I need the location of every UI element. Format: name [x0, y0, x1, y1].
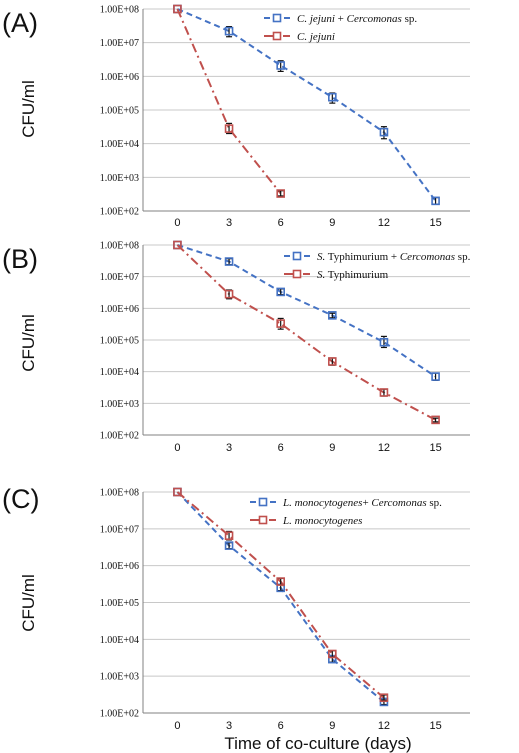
data-point-a-1-0	[173, 4, 182, 14]
panel-label-a: (A)	[2, 8, 38, 38]
y-tick-label-c-6: 1.00E+08	[100, 488, 139, 499]
data-point-a-0-1	[224, 26, 234, 36]
data-point-a-1-1	[224, 124, 234, 133]
x-tick-label-b-4: 12	[378, 442, 390, 454]
data-point-c-0-1	[224, 541, 234, 550]
chart-panel-a: 1.00E+02 1.00E+03 1.00E+04 1.00E+05 1.00E+06…	[100, 4, 470, 229]
legend-label-a-1: C. jejuni	[297, 31, 335, 43]
panel-label-c: (C)	[2, 484, 39, 514]
y-tick-label-c-0: 1.00E+02	[100, 709, 139, 720]
x-tick-label-a-1: 3	[226, 217, 232, 229]
x-tick-label-b-0: 0	[174, 442, 180, 454]
data-point-b-1-2	[276, 319, 285, 328]
y-tick-label-b-3: 1.00E+05	[100, 336, 139, 347]
x-tick-label-a-3: 9	[329, 217, 335, 229]
panel-label-b: (B)	[2, 244, 38, 274]
legend-label-b-0: S. Typhimurium + Cercomonas sp.	[317, 251, 471, 263]
y-tick-label-a-1: 1.00E+03	[100, 173, 139, 184]
y-tick-label-a-4: 1.00E+06	[100, 72, 139, 83]
data-point-b-1-4	[379, 388, 389, 397]
data-point-c-1-0	[173, 487, 182, 497]
data-point-c-1-2	[276, 577, 285, 586]
x-tick-label-a-5: 15	[429, 217, 441, 229]
data-point-c-1-4	[379, 693, 389, 703]
data-point-b-0-3	[328, 311, 337, 320]
legend-marker-b-1	[292, 269, 302, 279]
y-tick-label-c-5: 1.00E+07	[100, 524, 139, 535]
x-tick-label-b-3: 9	[329, 442, 335, 454]
legend-label-b-1: S. Typhimurium	[317, 269, 389, 281]
data-point-a-0-2	[276, 61, 285, 70]
x-tick-label-a-4: 12	[378, 217, 390, 229]
x-tick-label-c-2: 6	[278, 720, 284, 732]
x-tick-label-c-5: 15	[429, 720, 441, 732]
y-tick-label-b-6: 1.00E+08	[100, 241, 139, 252]
x-tick-label-a-0: 0	[174, 217, 180, 229]
legend-label-c-1: L. monocytogenes	[282, 515, 362, 527]
series-line-a-1	[176, 8, 282, 195]
series-line-a-0	[177, 8, 437, 202]
data-point-b-0-2	[276, 287, 285, 297]
y-tick-label-a-5: 1.00E+07	[100, 38, 139, 49]
data-point-b-1-3	[328, 357, 337, 366]
chart-panel-b: 1.00E+02 1.00E+03 1.00E+04 1.00E+05 1.00E+06…	[100, 241, 471, 455]
y-tick-label-b-0: 1.00E+02	[100, 431, 139, 442]
series-line-b-0	[177, 244, 437, 378]
y-tick-label-a-3: 1.00E+05	[100, 106, 139, 117]
y-tick-label-a-6: 1.00E+08	[100, 5, 139, 16]
x-tick-label-b-2: 6	[278, 442, 284, 454]
y-tick-label-c-4: 1.00E+06	[100, 561, 139, 572]
y-tick-label-b-5: 1.00E+07	[100, 272, 139, 283]
data-point-b-0-1	[224, 257, 234, 266]
x-tick-label-c-4: 12	[378, 720, 390, 732]
x-tick-label-c-3: 9	[329, 720, 335, 732]
legend-marker-a-0	[272, 13, 282, 23]
y-tick-label-a-0: 1.00E+02	[100, 207, 139, 218]
x-tick-label-a-2: 6	[278, 217, 284, 229]
y-tick-label-a-2: 1.00E+04	[100, 139, 139, 150]
legend-marker-a-1	[272, 31, 282, 41]
data-point-b-0-5	[431, 372, 440, 381]
legend-marker-c-1	[258, 515, 268, 525]
data-point-b-1-1	[224, 289, 234, 299]
y-tick-label-c-1: 1.00E+03	[100, 672, 139, 683]
y-tick-label-b-2: 1.00E+04	[100, 367, 139, 378]
legend-label-c-0: L. monocytogenes+ Cercomonas sp.	[282, 497, 442, 509]
series-line-b-1	[176, 244, 437, 421]
x-tick-label-c-0: 0	[174, 720, 180, 732]
legend-marker-b-0	[292, 251, 302, 261]
y-tick-label-b-4: 1.00E+06	[100, 304, 139, 315]
data-point-c-1-3	[328, 649, 337, 659]
data-point-a-1-2	[276, 189, 285, 198]
y-axis-title-b: CFU/ml	[19, 314, 38, 372]
legend-marker-c-0	[258, 497, 268, 507]
data-point-a-0-4	[379, 127, 389, 137]
data-point-b-1-5	[431, 415, 440, 425]
y-tick-label-b-1: 1.00E+03	[100, 399, 139, 410]
y-tick-label-c-2: 1.00E+04	[100, 635, 139, 646]
y-axis-title-c: CFU/ml	[19, 574, 38, 632]
x-axis-title: Time of co-culture (days)	[224, 734, 411, 753]
x-tick-label-b-5: 15	[429, 442, 441, 454]
legend-label-a-0: C. jejuni + Cercomonas sp.	[297, 13, 417, 25]
y-tick-label-c-3: 1.00E+05	[100, 598, 139, 609]
x-tick-label-c-1: 3	[226, 720, 232, 732]
data-point-a-0-5	[431, 196, 440, 206]
data-point-b-0-4	[379, 337, 389, 347]
data-point-b-1-0	[173, 240, 182, 250]
data-point-c-1-1	[224, 531, 234, 541]
y-axis-title-a: CFU/ml	[19, 80, 38, 138]
x-tick-label-b-1: 3	[226, 442, 232, 454]
data-point-a-0-3	[328, 92, 337, 102]
chart-panel-c: 1.00E+02 1.00E+03 1.00E+04 1.00E+05 1.00E+06…	[100, 487, 470, 732]
